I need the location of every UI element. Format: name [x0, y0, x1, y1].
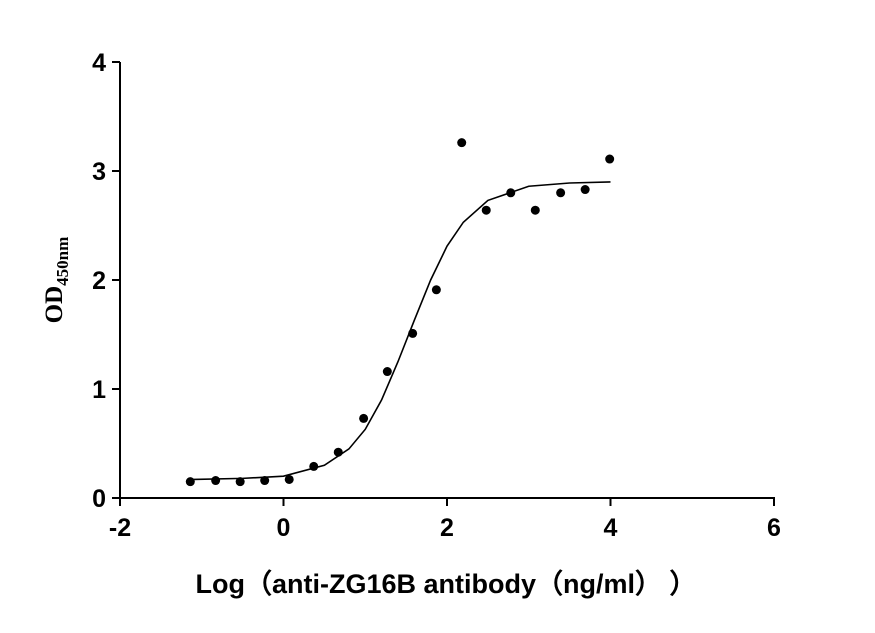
y-axis-label: OD450nm [41, 237, 72, 324]
data-point [284, 474, 294, 484]
data-point [185, 477, 195, 487]
data-point [530, 205, 540, 215]
y-label-subscript: 450nm [53, 237, 72, 286]
x-tick-label: 4 [604, 514, 618, 542]
x-tick-label: 2 [440, 514, 454, 542]
data-point [580, 185, 590, 195]
data-point [359, 413, 369, 423]
y-tick-label: 4 [92, 49, 106, 77]
x-tick-label: -2 [109, 514, 131, 542]
fit-curve [193, 181, 611, 481]
data-point [457, 138, 467, 148]
y-tick-label: 1 [92, 376, 106, 404]
data-point [235, 477, 245, 487]
data-point [605, 154, 615, 164]
y-tick-label: 3 [92, 158, 106, 186]
x-axis-label: Log（anti-ZG16B antibody（ng/ml） ） [196, 569, 697, 599]
y-tick-label: 2 [92, 267, 106, 295]
data-point [260, 476, 270, 486]
y-label-main: OD [41, 286, 68, 324]
data-point [382, 367, 392, 377]
x-tick-label: 6 [767, 514, 781, 542]
data-point [481, 205, 491, 215]
data-point [431, 285, 441, 295]
data-point [211, 476, 221, 486]
y-tick-label: 0 [92, 485, 106, 513]
x-tick-label: 0 [277, 514, 291, 542]
data-point [556, 188, 566, 198]
